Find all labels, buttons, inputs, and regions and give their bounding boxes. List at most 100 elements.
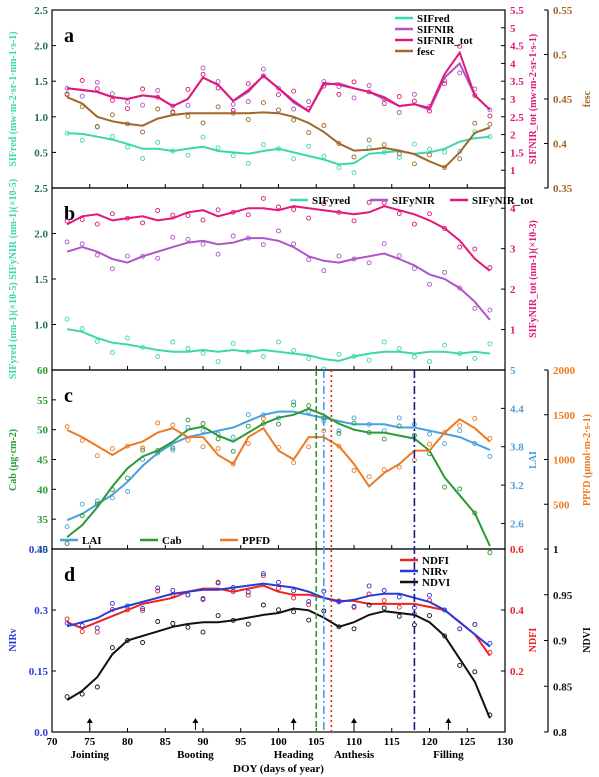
data-point — [442, 81, 448, 87]
series-line — [66, 96, 491, 169]
axis-title: NDFI — [528, 628, 539, 653]
right-tick-label: 4.5 — [510, 41, 524, 53]
data-point — [321, 153, 327, 159]
right-tick-label: 0.4 — [553, 139, 567, 151]
data-point — [291, 117, 297, 123]
data-point — [487, 307, 493, 313]
data-point — [487, 107, 493, 113]
data-point — [185, 236, 191, 242]
data-point — [230, 448, 236, 454]
data-point — [411, 161, 417, 167]
data-point — [94, 684, 100, 690]
right-tick-label: 0.35 — [553, 183, 573, 195]
data-point — [276, 421, 281, 427]
right-tick-label: 1 — [510, 325, 516, 337]
data-point — [215, 580, 221, 586]
data-point — [321, 123, 327, 128]
data-point — [185, 624, 191, 630]
data-point — [351, 218, 357, 224]
legend-entry: NDFI — [422, 555, 449, 567]
legend-entry: Cab — [162, 535, 182, 547]
data-point — [276, 585, 281, 591]
data-point — [396, 151, 402, 157]
data-point — [185, 213, 191, 218]
series-line — [66, 205, 491, 272]
data-point — [245, 592, 251, 598]
right-tick-label: 1 — [510, 165, 516, 177]
right-tick-label: 3.2 — [510, 480, 524, 492]
data-point — [276, 444, 281, 450]
series-line — [66, 50, 491, 113]
legend-entry: LAI — [82, 535, 102, 547]
axis-title: LAI — [528, 451, 539, 469]
data-point — [79, 217, 85, 223]
data-point — [79, 513, 85, 518]
right-tick-label: 1000 — [553, 455, 576, 467]
data-point — [125, 638, 130, 643]
right-tick-label: 0.2 — [510, 666, 524, 678]
data-point — [336, 91, 342, 97]
stage-arrowhead — [351, 718, 357, 723]
left-tick-label: 0.3 — [34, 605, 48, 617]
left-tick-label: 35 — [37, 514, 49, 526]
data-point — [351, 170, 357, 176]
data-point — [366, 602, 372, 608]
data-point — [170, 339, 176, 345]
right-tick-label: 0.9 — [553, 636, 567, 648]
left-tick-label: 2.0 — [34, 229, 48, 241]
left-tick-label: 0.0 — [34, 727, 48, 739]
data-point — [155, 354, 161, 359]
data-point — [109, 495, 115, 501]
data-point — [94, 453, 100, 459]
data-point — [472, 416, 478, 421]
data-point — [427, 359, 432, 365]
data-point — [442, 430, 448, 436]
axis-title: NDVI — [582, 627, 593, 653]
data-point — [140, 253, 146, 259]
data-point — [442, 484, 448, 490]
data-point — [381, 467, 387, 473]
data-point — [276, 107, 281, 113]
x-tick-label: 110 — [346, 736, 362, 748]
data-point — [351, 420, 357, 426]
data-point — [291, 402, 297, 408]
data-point — [215, 359, 221, 365]
data-point — [200, 350, 206, 356]
data-point — [487, 265, 493, 271]
data-point — [94, 625, 100, 631]
data-point — [442, 149, 448, 155]
data-point — [140, 640, 146, 645]
data-point — [366, 583, 372, 589]
x-tick-label: 90 — [198, 736, 210, 748]
data-point — [155, 106, 161, 112]
data-point — [411, 98, 417, 104]
data-point — [487, 134, 493, 140]
data-point — [230, 340, 236, 346]
data-point — [427, 451, 432, 457]
stage-label: Filling — [433, 749, 464, 761]
axis-title: SIFred (mw·m-2·sr-1·nm-1·s-1) — [8, 31, 19, 166]
right-tick-label: 2 — [510, 130, 516, 142]
data-point — [109, 350, 115, 355]
data-point — [351, 353, 357, 359]
data-point — [276, 607, 281, 613]
data-point — [245, 99, 251, 104]
right-tick-label: 3.8 — [510, 442, 524, 454]
data-point — [245, 441, 251, 447]
data-point — [170, 447, 176, 453]
data-point — [215, 251, 221, 257]
data-point — [487, 341, 493, 347]
data-point — [442, 225, 448, 231]
data-point — [125, 489, 130, 494]
data-point — [170, 422, 176, 428]
left-tick-label: 2.0 — [34, 41, 48, 53]
x-axis-label: DOY (days of year) — [233, 763, 324, 775]
x-tick-label: 100 — [270, 736, 287, 748]
panel-b: 1.0 1.5 2.0 2.5 1 2 3 4 b SIFyred SIFyNIR SIFyNIR_t… — [34, 183, 533, 372]
data-point — [170, 212, 176, 218]
data-point — [336, 624, 342, 630]
data-point — [230, 585, 236, 591]
data-point — [125, 215, 130, 221]
data-point — [472, 92, 478, 98]
data-point — [381, 142, 387, 148]
